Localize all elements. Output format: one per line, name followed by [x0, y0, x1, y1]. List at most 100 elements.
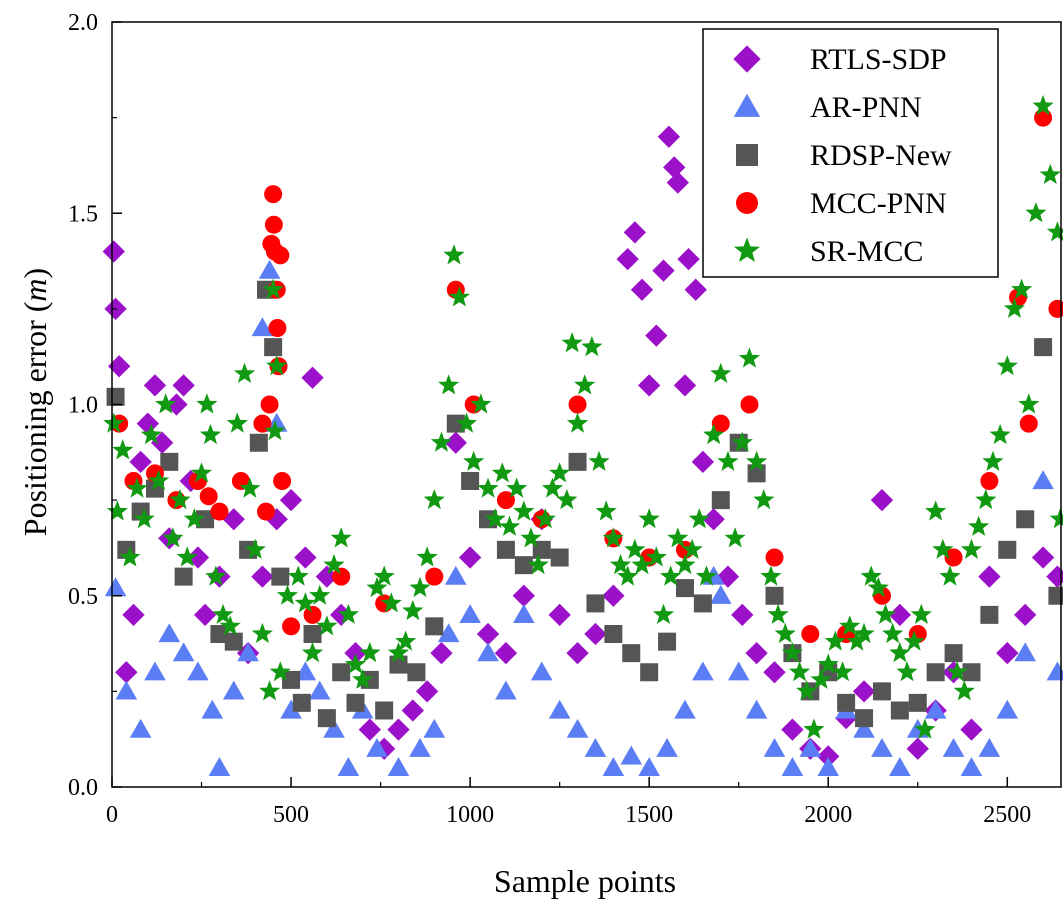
data-point-ar-pnn [459, 604, 481, 623]
data-point-sr-mcc [416, 546, 438, 567]
data-point-rtls-sdp [817, 745, 840, 768]
data-point-ar-pnn [889, 757, 911, 776]
data-point-sr-mcc [609, 554, 632, 575]
y-tick-label: 2.0 [68, 10, 98, 36]
data-point-rtls-sdp [645, 324, 668, 347]
data-point-rtls-sdp [888, 603, 912, 627]
data-point-rdsp-new [282, 670, 301, 689]
data-point-rdsp-new [568, 452, 587, 471]
data-point-rdsp-new [926, 663, 945, 682]
data-point-sr-mcc [344, 653, 367, 674]
data-point-rtls-sdp [494, 641, 518, 665]
legend: RTLS-SDP AR-PNN RDSP-New MCC-PNN SR-MCC [702, 28, 999, 278]
data-point-sr-mcc [527, 554, 549, 575]
data-marks [102, 95, 1063, 776]
legend-label-ar-pnn: AR-PNN [810, 91, 922, 124]
data-point-rtls-sdp [638, 374, 661, 397]
data-point-rdsp-new [980, 605, 999, 624]
data-point-sr-mcc [996, 355, 1018, 376]
data-point-rdsp-new [855, 709, 874, 728]
y-axis-title: Positioning error (m) [17, 268, 53, 536]
data-point-sr-mcc [925, 500, 947, 521]
data-point-sr-mcc [106, 500, 128, 521]
data-point-sr-mcc [140, 423, 162, 445]
data-point-mcc-pnn [264, 185, 283, 204]
data-point-rtls-sdp [763, 661, 786, 684]
data-point-rtls-sdp [108, 355, 131, 378]
data-point-sr-mcc [631, 554, 653, 575]
data-point-sr-mcc [588, 450, 610, 471]
data-point-rtls-sdp [344, 641, 367, 665]
data-point-ar-pnn [222, 680, 245, 700]
data-point-ar-pnn [265, 412, 288, 432]
data-point-sr-mcc [387, 642, 410, 663]
data-point-sr-mcc [946, 661, 968, 682]
data-point-sr-mcc [196, 393, 218, 414]
data-point-ar-pnn [409, 737, 431, 757]
data-point-ar-pnn [387, 757, 410, 776]
data-point-rdsp-new [210, 625, 229, 643]
data-point-sr-mcc [359, 642, 381, 663]
data-point-mcc-pnn [199, 487, 218, 506]
data-point-sr-mcc [975, 489, 997, 510]
data-point-sr-mcc [695, 565, 718, 586]
data-point-rtls-sdp [129, 450, 152, 474]
data-point-rdsp-new [389, 655, 408, 674]
data-point-mcc-pnn [268, 319, 287, 337]
legend-item-rdsp-new: RDSP-New [736, 139, 952, 172]
data-point-rtls-sdp [115, 661, 138, 684]
data-point-rdsp-new [532, 540, 551, 559]
data-point-rdsp-new [303, 625, 322, 643]
data-point-rtls-sdp [978, 565, 1001, 588]
data-point-rtls-sdp [165, 393, 188, 416]
data-point-sr-mcc [443, 244, 465, 265]
data-point-sr-mcc [470, 393, 492, 414]
data-point-sr-mcc [617, 565, 639, 586]
data-point-rdsp-new [622, 644, 641, 663]
data-point-rdsp-new [346, 693, 365, 712]
data-point-ar-pnn [129, 718, 152, 738]
data-point-mcc-pnn [282, 617, 301, 636]
data-point-rdsp-new [160, 452, 179, 471]
data-point-sr-mcc [810, 668, 832, 689]
data-point-sr-mcc [638, 508, 660, 529]
data-point-sr-mcc [112, 439, 134, 460]
data-point-sr-mcc [710, 362, 732, 383]
legend-item-rtls-sdp: RTLS-SDP [733, 43, 947, 76]
data-point-ar-pnn [530, 661, 553, 681]
data-point-sr-mcc [889, 642, 911, 663]
data-point-ar-pnn [513, 604, 535, 623]
data-point-ar-pnn [692, 661, 714, 681]
legend-item-mcc-pnn: MCC-PNN [736, 187, 947, 220]
data-point-sr-mcc [262, 278, 284, 299]
data-point-rdsp-new [765, 586, 784, 605]
data-point-sr-mcc [219, 615, 241, 636]
data-point-ar-pnn [853, 718, 875, 738]
data-point-sr-mcc [199, 423, 222, 445]
data-point-sr-mcc [330, 527, 352, 548]
data-point-sr-mcc [595, 500, 617, 521]
data-point-mcc-pnn [740, 395, 759, 414]
data-point-rtls-sdp [458, 546, 482, 569]
data-point-rdsp-new [675, 579, 694, 598]
data-point-ar-pnn [172, 642, 195, 662]
data-point-sr-mcc [169, 489, 191, 510]
data-point-ar-pnn [709, 584, 732, 604]
data-point-mcc-pnn [1019, 414, 1038, 433]
data-point-rdsp-new [332, 663, 351, 682]
data-point-ar-pnn [584, 737, 607, 757]
data-point-sr-mcc [294, 592, 316, 613]
data-point-rtls-sdp [960, 718, 983, 741]
data-point-sr-mcc [259, 680, 281, 701]
data-point-sr-mcc [438, 374, 460, 395]
data-point-mcc-pnn [801, 625, 820, 643]
data-point-sr-mcc [803, 718, 825, 739]
data-point-ar-pnn [656, 737, 678, 757]
data-point-sr-mcc [574, 374, 596, 395]
data-point-rtls-sdp [1014, 603, 1037, 627]
data-point-sr-mcc [491, 462, 513, 483]
data-point-rdsp-new [837, 693, 856, 712]
data-point-mcc-pnn [1034, 108, 1053, 127]
data-point-sr-mcc [1046, 221, 1063, 242]
data-point-rtls-sdp [781, 718, 804, 741]
